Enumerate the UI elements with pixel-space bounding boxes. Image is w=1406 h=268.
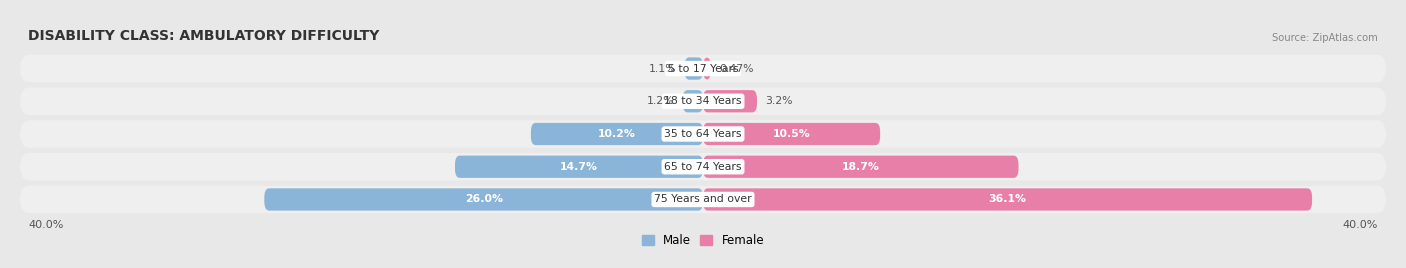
- Text: 10.2%: 10.2%: [598, 129, 636, 139]
- Text: 10.5%: 10.5%: [773, 129, 810, 139]
- Text: Source: ZipAtlas.com: Source: ZipAtlas.com: [1272, 33, 1378, 43]
- Text: 1.2%: 1.2%: [647, 96, 675, 106]
- FancyBboxPatch shape: [685, 57, 703, 80]
- Text: 26.0%: 26.0%: [464, 195, 503, 204]
- Text: 36.1%: 36.1%: [988, 195, 1026, 204]
- Text: 3.2%: 3.2%: [765, 96, 793, 106]
- FancyBboxPatch shape: [20, 120, 1386, 148]
- FancyBboxPatch shape: [20, 153, 1386, 180]
- Text: 35 to 64 Years: 35 to 64 Years: [664, 129, 742, 139]
- Text: DISABILITY CLASS: AMBULATORY DIFFICULTY: DISABILITY CLASS: AMBULATORY DIFFICULTY: [28, 29, 380, 43]
- Text: 40.0%: 40.0%: [28, 220, 63, 230]
- FancyBboxPatch shape: [531, 123, 703, 145]
- Text: 18.7%: 18.7%: [842, 162, 880, 172]
- FancyBboxPatch shape: [264, 188, 703, 211]
- Text: 65 to 74 Years: 65 to 74 Years: [664, 162, 742, 172]
- FancyBboxPatch shape: [703, 57, 711, 80]
- Text: 14.7%: 14.7%: [560, 162, 598, 172]
- Legend: Male, Female: Male, Female: [637, 229, 769, 252]
- FancyBboxPatch shape: [703, 90, 756, 112]
- FancyBboxPatch shape: [703, 123, 880, 145]
- Text: 40.0%: 40.0%: [1343, 220, 1378, 230]
- FancyBboxPatch shape: [703, 156, 1018, 178]
- FancyBboxPatch shape: [703, 188, 1312, 211]
- Text: 0.47%: 0.47%: [720, 64, 754, 73]
- FancyBboxPatch shape: [456, 156, 703, 178]
- FancyBboxPatch shape: [20, 88, 1386, 115]
- FancyBboxPatch shape: [683, 90, 703, 112]
- Text: 75 Years and over: 75 Years and over: [654, 195, 752, 204]
- FancyBboxPatch shape: [20, 55, 1386, 82]
- Text: 5 to 17 Years: 5 to 17 Years: [668, 64, 738, 73]
- Text: 1.1%: 1.1%: [648, 64, 676, 73]
- Text: 18 to 34 Years: 18 to 34 Years: [664, 96, 742, 106]
- FancyBboxPatch shape: [20, 186, 1386, 213]
